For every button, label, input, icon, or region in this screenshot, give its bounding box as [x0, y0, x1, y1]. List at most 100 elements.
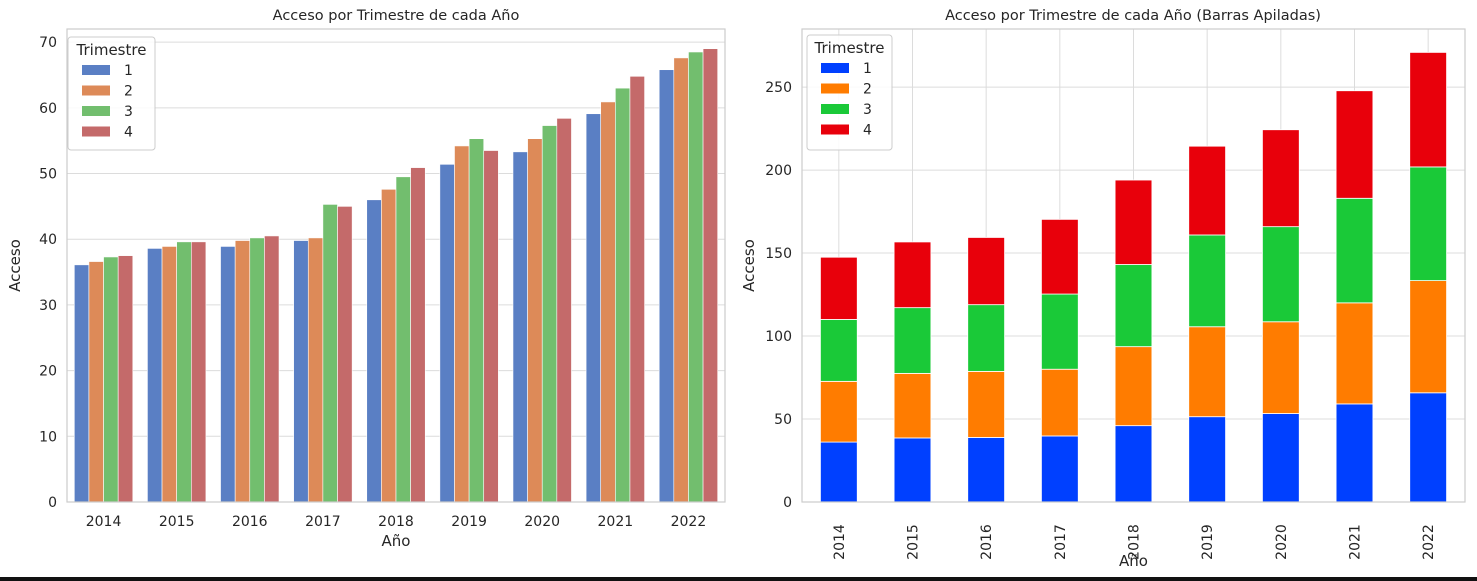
bar — [658, 69, 675, 503]
x-tick-label: 2019 — [1200, 524, 1216, 560]
bar — [1335, 403, 1374, 503]
x-tick-label: 2015 — [906, 524, 922, 560]
legend-label: 3 — [863, 102, 872, 118]
y-tick-label: 0 — [48, 495, 57, 511]
bar — [600, 101, 616, 503]
bar — [1335, 302, 1374, 405]
bar — [893, 241, 932, 309]
legend-label: 1 — [124, 63, 133, 79]
bar — [454, 145, 470, 503]
legend-title: Trimestre — [76, 41, 147, 59]
y-tick-label: 30 — [39, 298, 57, 314]
bar — [468, 138, 485, 503]
bar — [1041, 293, 1079, 370]
bar — [1335, 90, 1374, 199]
bar — [673, 57, 689, 503]
bar — [1262, 129, 1300, 228]
y-tick-label: 10 — [39, 429, 57, 445]
bar — [1188, 145, 1226, 236]
bar — [556, 118, 572, 503]
chart-title: Acceso por Trimestre de cada Año — [273, 8, 520, 24]
legend: Trimestre 1 2 3 4 — [67, 36, 156, 151]
bar — [1409, 280, 1447, 394]
bar — [820, 256, 858, 320]
bar — [249, 237, 265, 503]
bar — [1114, 425, 1153, 503]
bar — [307, 237, 324, 503]
bar — [1335, 197, 1374, 304]
bar — [337, 206, 353, 503]
bar — [967, 237, 1005, 306]
legend: Trimestre 1 2 3 4 — [806, 34, 893, 151]
bar — [234, 240, 251, 503]
bar — [1262, 321, 1300, 414]
y-tick-label: 200 — [765, 163, 792, 179]
x-tick-label: 2017 — [1053, 524, 1069, 560]
chart-1: 0 10 20 30 40 50 60 70 2014 2015 2016 2017 2018 2019 2… — [6, 8, 726, 550]
bar — [615, 87, 631, 503]
x-tick-label: 2022 — [671, 514, 707, 530]
bar — [1188, 326, 1226, 418]
y-tick-label: 40 — [39, 232, 57, 248]
legend-swatch — [821, 63, 849, 73]
legend-swatch — [82, 106, 110, 116]
x-tick-label: 2019 — [451, 514, 487, 530]
bar — [967, 370, 1005, 438]
bar — [629, 76, 645, 503]
x-tick-label: 2014 — [86, 514, 122, 530]
bar — [1041, 218, 1079, 295]
chart-title: Acceso por Trimestre de cada Año (Barras… — [945, 8, 1321, 24]
plot-frame — [801, 28, 1466, 503]
y-tick-label: 60 — [39, 101, 57, 117]
bar — [1188, 234, 1226, 328]
bar — [1041, 435, 1079, 503]
x-tick-label: 2022 — [1421, 524, 1437, 560]
bar — [293, 240, 309, 503]
bar — [439, 164, 455, 503]
x-tick-label: 2018 — [1127, 524, 1143, 560]
bar — [541, 125, 558, 503]
y-tick-label: 50 — [39, 167, 57, 183]
bar — [190, 241, 207, 503]
x-tick-label: 2020 — [524, 514, 560, 530]
bar — [161, 246, 177, 503]
bottom-border — [0, 577, 1477, 581]
y-tick-label: 50 — [774, 412, 792, 428]
x-tick-label: 2016 — [979, 524, 995, 560]
bar — [893, 307, 932, 374]
bar — [322, 204, 338, 503]
y-tick-label: 100 — [765, 329, 792, 345]
y-tick-label: 20 — [39, 364, 57, 380]
y-axis-label: Acceso — [6, 239, 24, 292]
bar — [117, 255, 134, 503]
plot-frame — [66, 28, 726, 503]
bar — [1188, 416, 1226, 503]
bar — [1114, 346, 1153, 427]
legend-label: 3 — [124, 104, 133, 120]
bar — [1114, 264, 1153, 348]
bar — [893, 437, 932, 503]
bar — [1409, 52, 1447, 168]
x-tick-label: 2014 — [832, 524, 848, 560]
chart-2: 0 50 100 150 200 250 2014 2015 2016 2017 2018 2019 2… — [740, 8, 1466, 570]
x-tick-label: 2018 — [378, 514, 414, 530]
x-tick-label: 2015 — [159, 514, 195, 530]
legend-swatch — [821, 124, 849, 135]
bar — [147, 248, 163, 503]
x-tick-label: 2021 — [598, 514, 634, 530]
bar — [483, 150, 499, 503]
bar — [410, 167, 426, 503]
bar — [1409, 392, 1447, 503]
bar — [820, 441, 858, 503]
bar — [702, 48, 718, 503]
bar — [74, 264, 90, 503]
bar — [967, 437, 1005, 503]
legend-swatch — [82, 126, 110, 137]
bar — [1409, 166, 1447, 282]
y-tick-label: 150 — [765, 246, 792, 262]
x-axis-label: Año — [1119, 552, 1148, 570]
y-axis-label: Acceso — [740, 239, 758, 292]
bar — [527, 138, 543, 503]
legend-swatch — [821, 83, 849, 94]
bar — [512, 151, 528, 503]
